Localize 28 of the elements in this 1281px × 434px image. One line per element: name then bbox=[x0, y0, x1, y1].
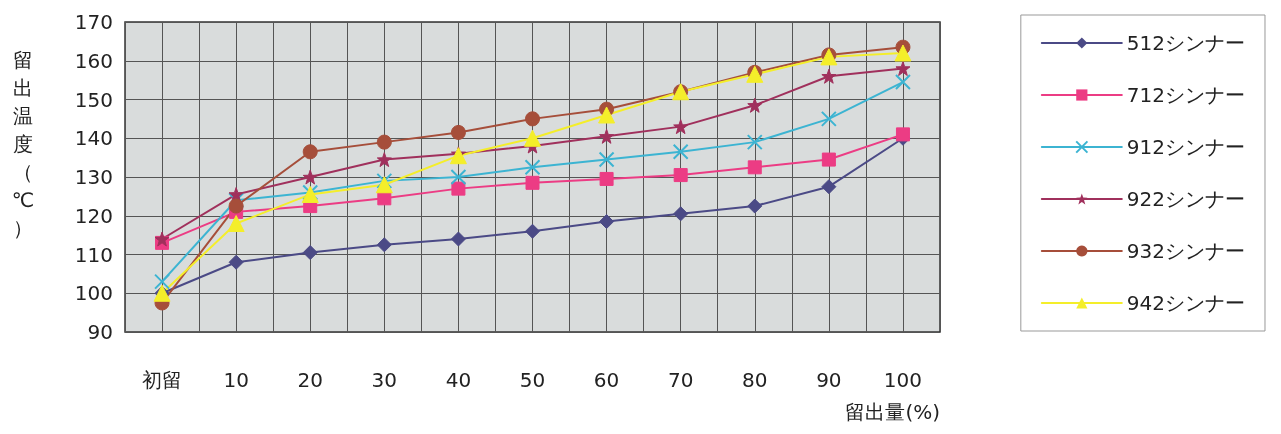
x-tick-label: 10 bbox=[223, 368, 249, 392]
x-tick-label: 90 bbox=[816, 368, 842, 392]
y-tick-label: 120 bbox=[74, 203, 113, 228]
y-tick-label: 130 bbox=[74, 165, 113, 189]
x-tick-label: 初留 bbox=[142, 368, 183, 392]
legend-label: 942シンナー bbox=[1126, 291, 1246, 315]
x-axis-title: 留出量(%) bbox=[845, 400, 940, 424]
x-tick-label: 30 bbox=[371, 368, 398, 392]
x-tick-label: 100 bbox=[883, 368, 923, 392]
y-tick-label: 140 bbox=[74, 126, 113, 151]
legend-label: 922シンナー bbox=[1126, 187, 1246, 211]
legend-label: 512シンナー bbox=[1126, 31, 1246, 55]
x-tick-label: 70 bbox=[667, 368, 694, 392]
legend-label: 932シンナー bbox=[1126, 239, 1246, 263]
y-axis-title: 留出温度（℃） bbox=[10, 47, 36, 242]
x-tick-label: 40 bbox=[445, 368, 472, 392]
x-tick-label: 80 bbox=[742, 368, 768, 392]
y-tick-label: 90 bbox=[87, 320, 113, 344]
y-tick-label: 150 bbox=[74, 87, 113, 112]
y-tick-label: 110 bbox=[74, 242, 113, 267]
y-tick-label: 160 bbox=[74, 48, 113, 73]
y-tick-label: 100 bbox=[74, 281, 113, 306]
x-tick-label: 60 bbox=[593, 368, 620, 392]
legend-label: 912シンナー bbox=[1126, 135, 1246, 159]
y-tick-label: 170 bbox=[74, 10, 113, 34]
legend-label: 712シンナー bbox=[1126, 83, 1246, 107]
x-tick-label: 20 bbox=[297, 368, 323, 392]
x-tick-label: 50 bbox=[519, 368, 546, 392]
